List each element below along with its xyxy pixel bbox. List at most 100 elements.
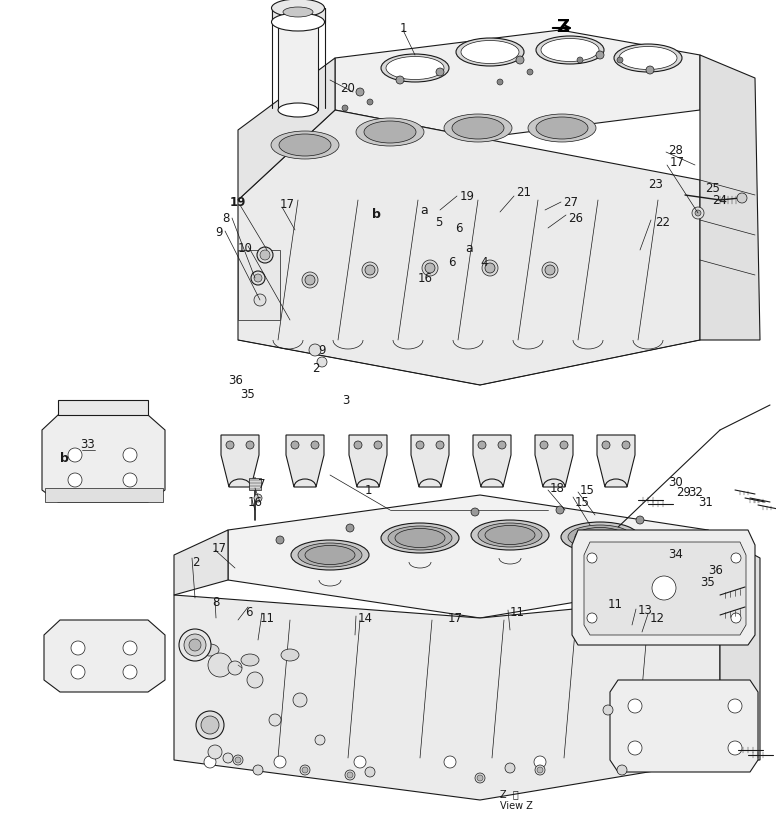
Polygon shape	[42, 415, 165, 502]
Circle shape	[614, 756, 626, 768]
Ellipse shape	[388, 526, 452, 550]
Polygon shape	[221, 435, 259, 487]
Polygon shape	[238, 250, 280, 320]
Text: 15: 15	[575, 495, 590, 509]
Text: 4: 4	[480, 256, 487, 269]
Circle shape	[302, 767, 308, 773]
Ellipse shape	[478, 523, 542, 547]
Text: 6: 6	[448, 256, 456, 269]
Circle shape	[416, 441, 424, 449]
Circle shape	[527, 69, 533, 75]
Text: 35: 35	[700, 576, 715, 589]
Text: 27: 27	[563, 196, 578, 209]
Text: 28: 28	[668, 143, 683, 156]
Ellipse shape	[241, 654, 259, 666]
Ellipse shape	[364, 121, 416, 143]
Circle shape	[498, 441, 506, 449]
Circle shape	[254, 294, 266, 306]
Circle shape	[577, 57, 583, 63]
Text: 14: 14	[358, 612, 373, 625]
Ellipse shape	[305, 545, 355, 564]
Circle shape	[123, 448, 137, 462]
Circle shape	[253, 765, 263, 775]
Ellipse shape	[272, 13, 324, 31]
Circle shape	[628, 699, 642, 713]
Circle shape	[436, 441, 444, 449]
Text: 2: 2	[192, 555, 199, 568]
Circle shape	[208, 745, 222, 759]
Text: 21: 21	[516, 185, 531, 198]
Circle shape	[315, 735, 325, 745]
Ellipse shape	[298, 543, 362, 567]
Text: 9: 9	[318, 343, 325, 356]
Text: 16: 16	[248, 495, 263, 509]
Circle shape	[251, 271, 265, 285]
Circle shape	[123, 641, 137, 655]
Circle shape	[482, 260, 498, 276]
Polygon shape	[535, 435, 573, 487]
Polygon shape	[44, 620, 165, 692]
Text: 17: 17	[280, 198, 295, 211]
Polygon shape	[174, 595, 720, 800]
Circle shape	[291, 441, 299, 449]
Ellipse shape	[541, 38, 599, 61]
Circle shape	[254, 274, 262, 282]
Text: 19: 19	[230, 196, 246, 209]
Circle shape	[346, 524, 354, 532]
Circle shape	[71, 641, 85, 655]
Text: 25: 25	[705, 182, 720, 194]
Circle shape	[302, 272, 318, 288]
Circle shape	[602, 441, 610, 449]
Text: 7: 7	[258, 478, 265, 491]
Text: 17: 17	[448, 612, 463, 625]
Circle shape	[223, 753, 233, 763]
Polygon shape	[584, 542, 746, 635]
Circle shape	[354, 441, 362, 449]
Circle shape	[603, 705, 613, 715]
Circle shape	[233, 755, 243, 765]
Ellipse shape	[278, 103, 318, 117]
Ellipse shape	[528, 114, 596, 142]
Circle shape	[534, 756, 546, 768]
Circle shape	[686, 534, 694, 542]
Text: 32: 32	[688, 486, 703, 499]
Circle shape	[246, 441, 254, 449]
Circle shape	[196, 711, 224, 739]
Polygon shape	[708, 530, 760, 760]
Text: 33: 33	[80, 438, 95, 451]
Polygon shape	[700, 55, 760, 340]
Text: 35: 35	[240, 388, 255, 401]
Circle shape	[342, 105, 348, 111]
Text: 8: 8	[222, 211, 230, 224]
Ellipse shape	[381, 523, 459, 553]
Polygon shape	[278, 10, 318, 110]
Circle shape	[475, 773, 485, 783]
Circle shape	[305, 275, 315, 285]
Ellipse shape	[395, 528, 445, 547]
Text: a: a	[465, 242, 473, 255]
Ellipse shape	[471, 520, 549, 550]
Circle shape	[505, 763, 515, 773]
Ellipse shape	[461, 40, 519, 64]
Ellipse shape	[536, 117, 588, 139]
Text: 18: 18	[550, 482, 565, 495]
Circle shape	[123, 473, 137, 487]
Ellipse shape	[614, 44, 682, 72]
Circle shape	[123, 665, 137, 679]
Circle shape	[636, 516, 644, 524]
Polygon shape	[272, 8, 325, 22]
Circle shape	[71, 665, 85, 679]
Text: 34: 34	[668, 549, 683, 562]
Text: 15: 15	[580, 483, 595, 496]
Circle shape	[204, 756, 216, 768]
Text: 22: 22	[655, 215, 670, 229]
Ellipse shape	[272, 0, 324, 17]
Circle shape	[367, 99, 373, 105]
Ellipse shape	[201, 644, 219, 656]
Polygon shape	[286, 435, 324, 487]
Polygon shape	[45, 488, 163, 502]
Text: 11: 11	[260, 612, 275, 625]
Circle shape	[311, 441, 319, 449]
Circle shape	[646, 66, 654, 74]
Text: 17: 17	[670, 156, 685, 170]
